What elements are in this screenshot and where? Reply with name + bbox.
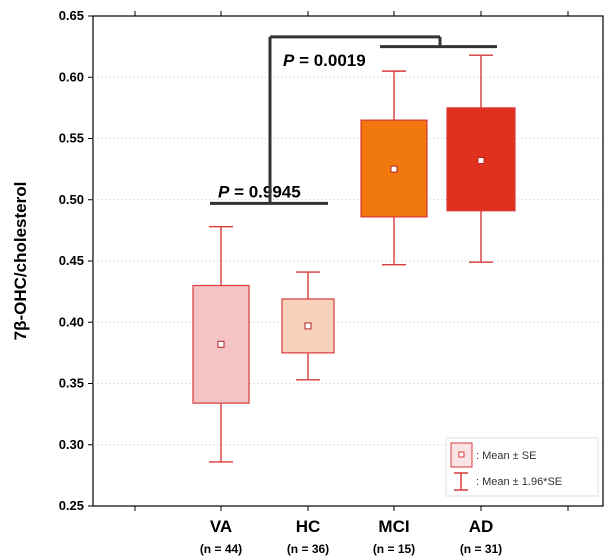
- y-tick-label: 0.35: [59, 376, 84, 391]
- x-category-label: VA: [210, 517, 232, 536]
- legend-label-ci: : Mean ± 1.96*SE: [476, 476, 562, 488]
- x-n-label: (n = 44): [200, 542, 242, 556]
- y-tick-label: 0.55: [59, 131, 84, 146]
- x-category-label: HC: [296, 517, 321, 536]
- y-tick-label: 0.40: [59, 314, 84, 329]
- p-value-label: P = 0.0019: [283, 51, 366, 70]
- mean-marker: [478, 158, 484, 164]
- mean-marker: [305, 323, 311, 329]
- p-value-label: P = 0.9945: [218, 182, 301, 201]
- x-n-label: (n = 15): [373, 542, 415, 556]
- y-tick-label: 0.25: [59, 498, 84, 513]
- legend-label-se: : Mean ± SE: [476, 450, 536, 462]
- x-n-label: (n = 36): [287, 542, 329, 556]
- y-tick-label: 0.65: [59, 8, 84, 23]
- mean-marker: [218, 341, 224, 347]
- y-tick-label: 0.50: [59, 192, 84, 207]
- x-category-label: AD: [469, 517, 494, 536]
- y-axis: 0.25 0.30 0.35 0.40 0.45 0.50 0.55 0.60 0.65: [59, 8, 93, 513]
- x-n-label: (n = 31): [460, 542, 502, 556]
- legend-mean-marker: [459, 452, 464, 457]
- y-axis-label: 7β-OHC/cholesterol: [11, 182, 30, 341]
- legend: : Mean ± SE : Mean ± 1.96*SE: [446, 438, 598, 496]
- y-tick-label: 0.45: [59, 253, 84, 268]
- y-tick-label: 0.60: [59, 69, 84, 84]
- mean-marker: [391, 166, 397, 172]
- y-tick-label: 0.30: [59, 437, 84, 452]
- x-category-label: MCI: [378, 517, 409, 536]
